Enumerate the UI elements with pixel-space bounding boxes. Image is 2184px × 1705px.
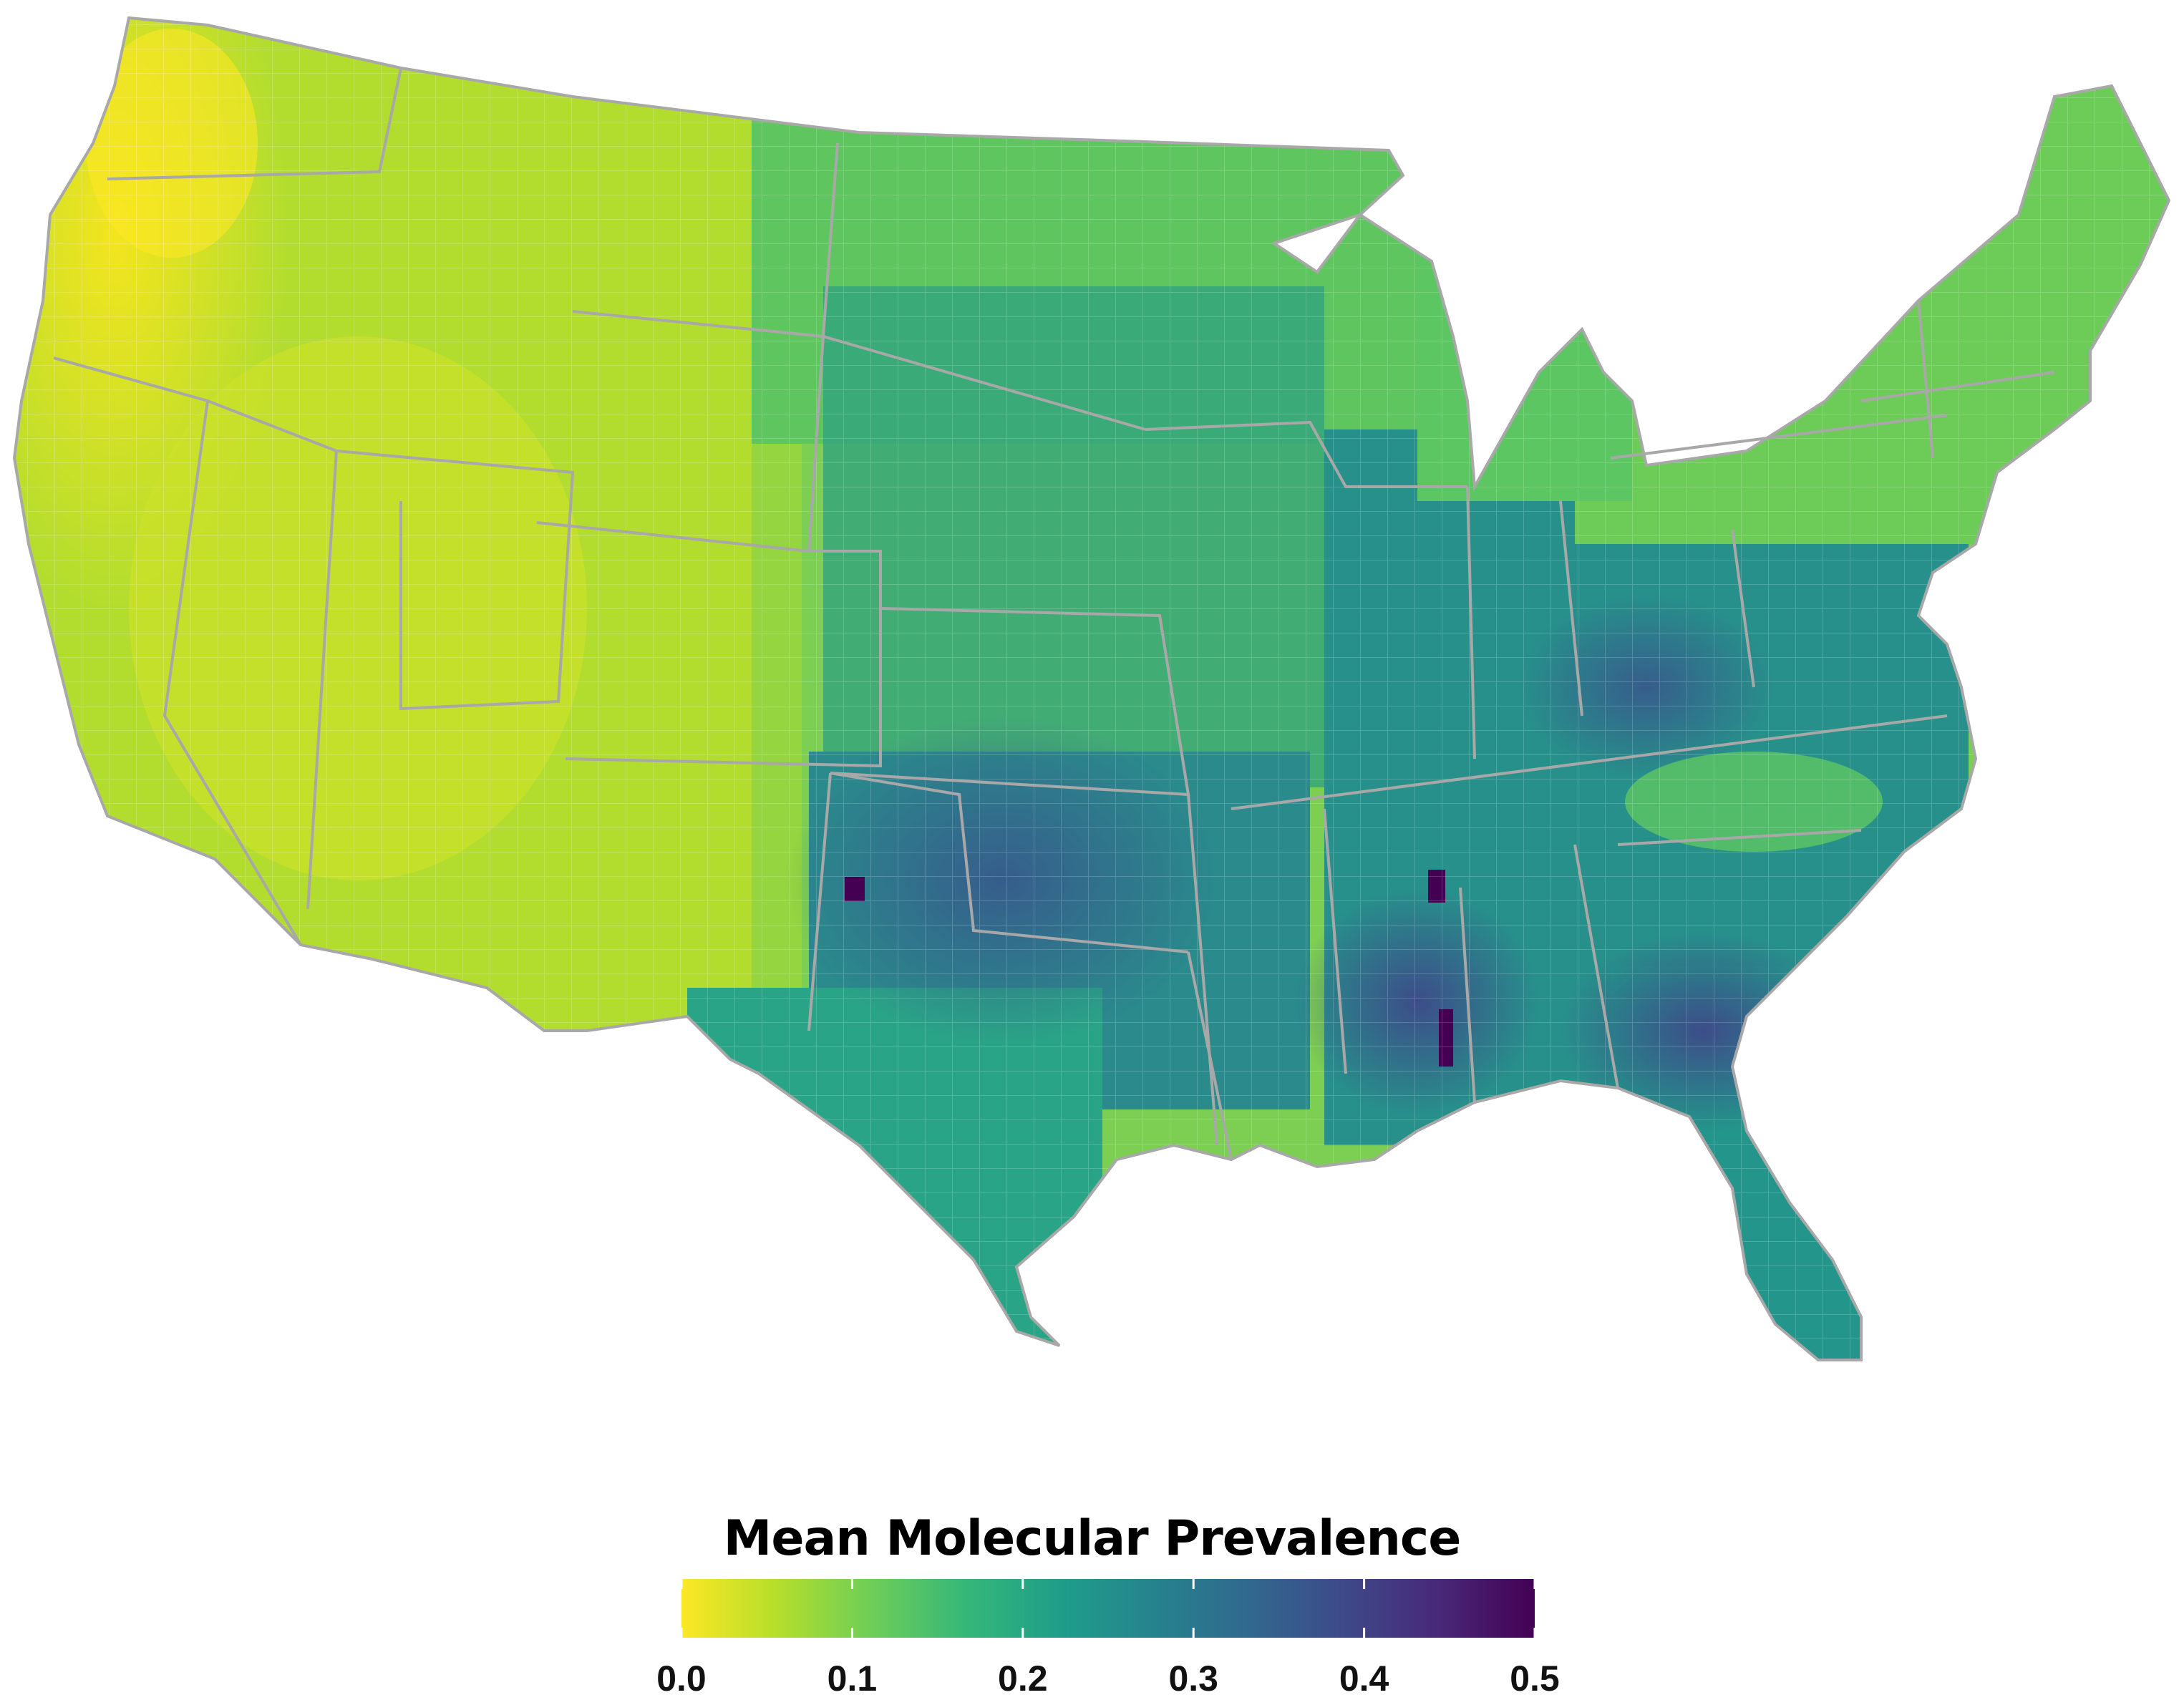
legend-tick-label: 0.4 [1339, 1658, 1389, 1699]
state-borders [13, 16, 2170, 1361]
legend-tick-marks [680, 1579, 1536, 1638]
color-legend: Mean Molecular Prevalence 0.0 0.1 0.2 0.3 0.… [0, 1510, 2184, 1704]
legend-colorbar: 0.0 0.1 0.2 0.3 0.4 0.5 [656, 1579, 1560, 1699]
legend-tick-label: 0.5 [1510, 1658, 1560, 1699]
legend-gradient-bar [681, 1579, 1535, 1638]
us-county-choropleth-map [13, 16, 2170, 1361]
legend-title: Mean Molecular Prevalence [723, 1510, 1462, 1567]
legend-tick-label: 0.0 [656, 1658, 707, 1699]
legend-tick-label: 0.3 [1168, 1658, 1218, 1699]
legend-tick-label: 0.1 [828, 1658, 878, 1699]
legend-tick-labels: 0.0 0.1 0.2 0.3 0.4 0.5 [656, 1658, 1560, 1699]
legend-tick-label: 0.2 [998, 1658, 1048, 1699]
